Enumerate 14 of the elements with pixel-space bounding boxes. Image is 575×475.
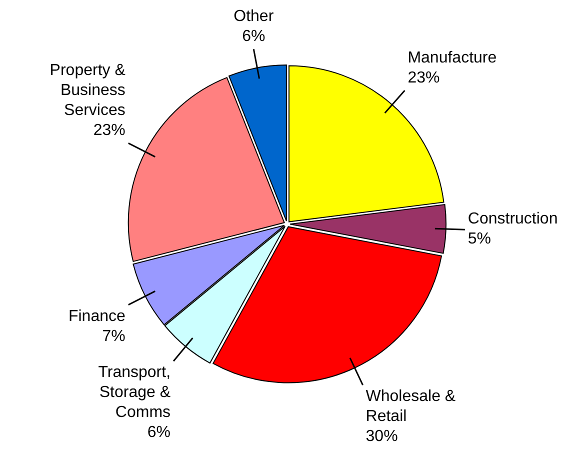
slice-label: Transport, Storage & Comms <box>98 364 171 422</box>
data-label: 23% <box>93 122 126 140</box>
slice-label: Other <box>234 8 274 26</box>
slice-label: Manufacture <box>408 49 497 66</box>
data-label: 6% <box>242 28 266 46</box>
data-label: 5% <box>468 230 492 248</box>
data-label: 7% <box>102 328 126 345</box>
data-label: 30% <box>366 428 398 446</box>
data-label: 6% <box>147 424 171 442</box>
slice-label: Property & Business Services <box>50 62 126 120</box>
slice-label: Finance <box>68 308 126 325</box>
data-label: 23% <box>408 69 440 86</box>
slice-label: Wholesale & Retail <box>366 388 456 426</box>
slice-label: Construction <box>468 210 558 228</box>
